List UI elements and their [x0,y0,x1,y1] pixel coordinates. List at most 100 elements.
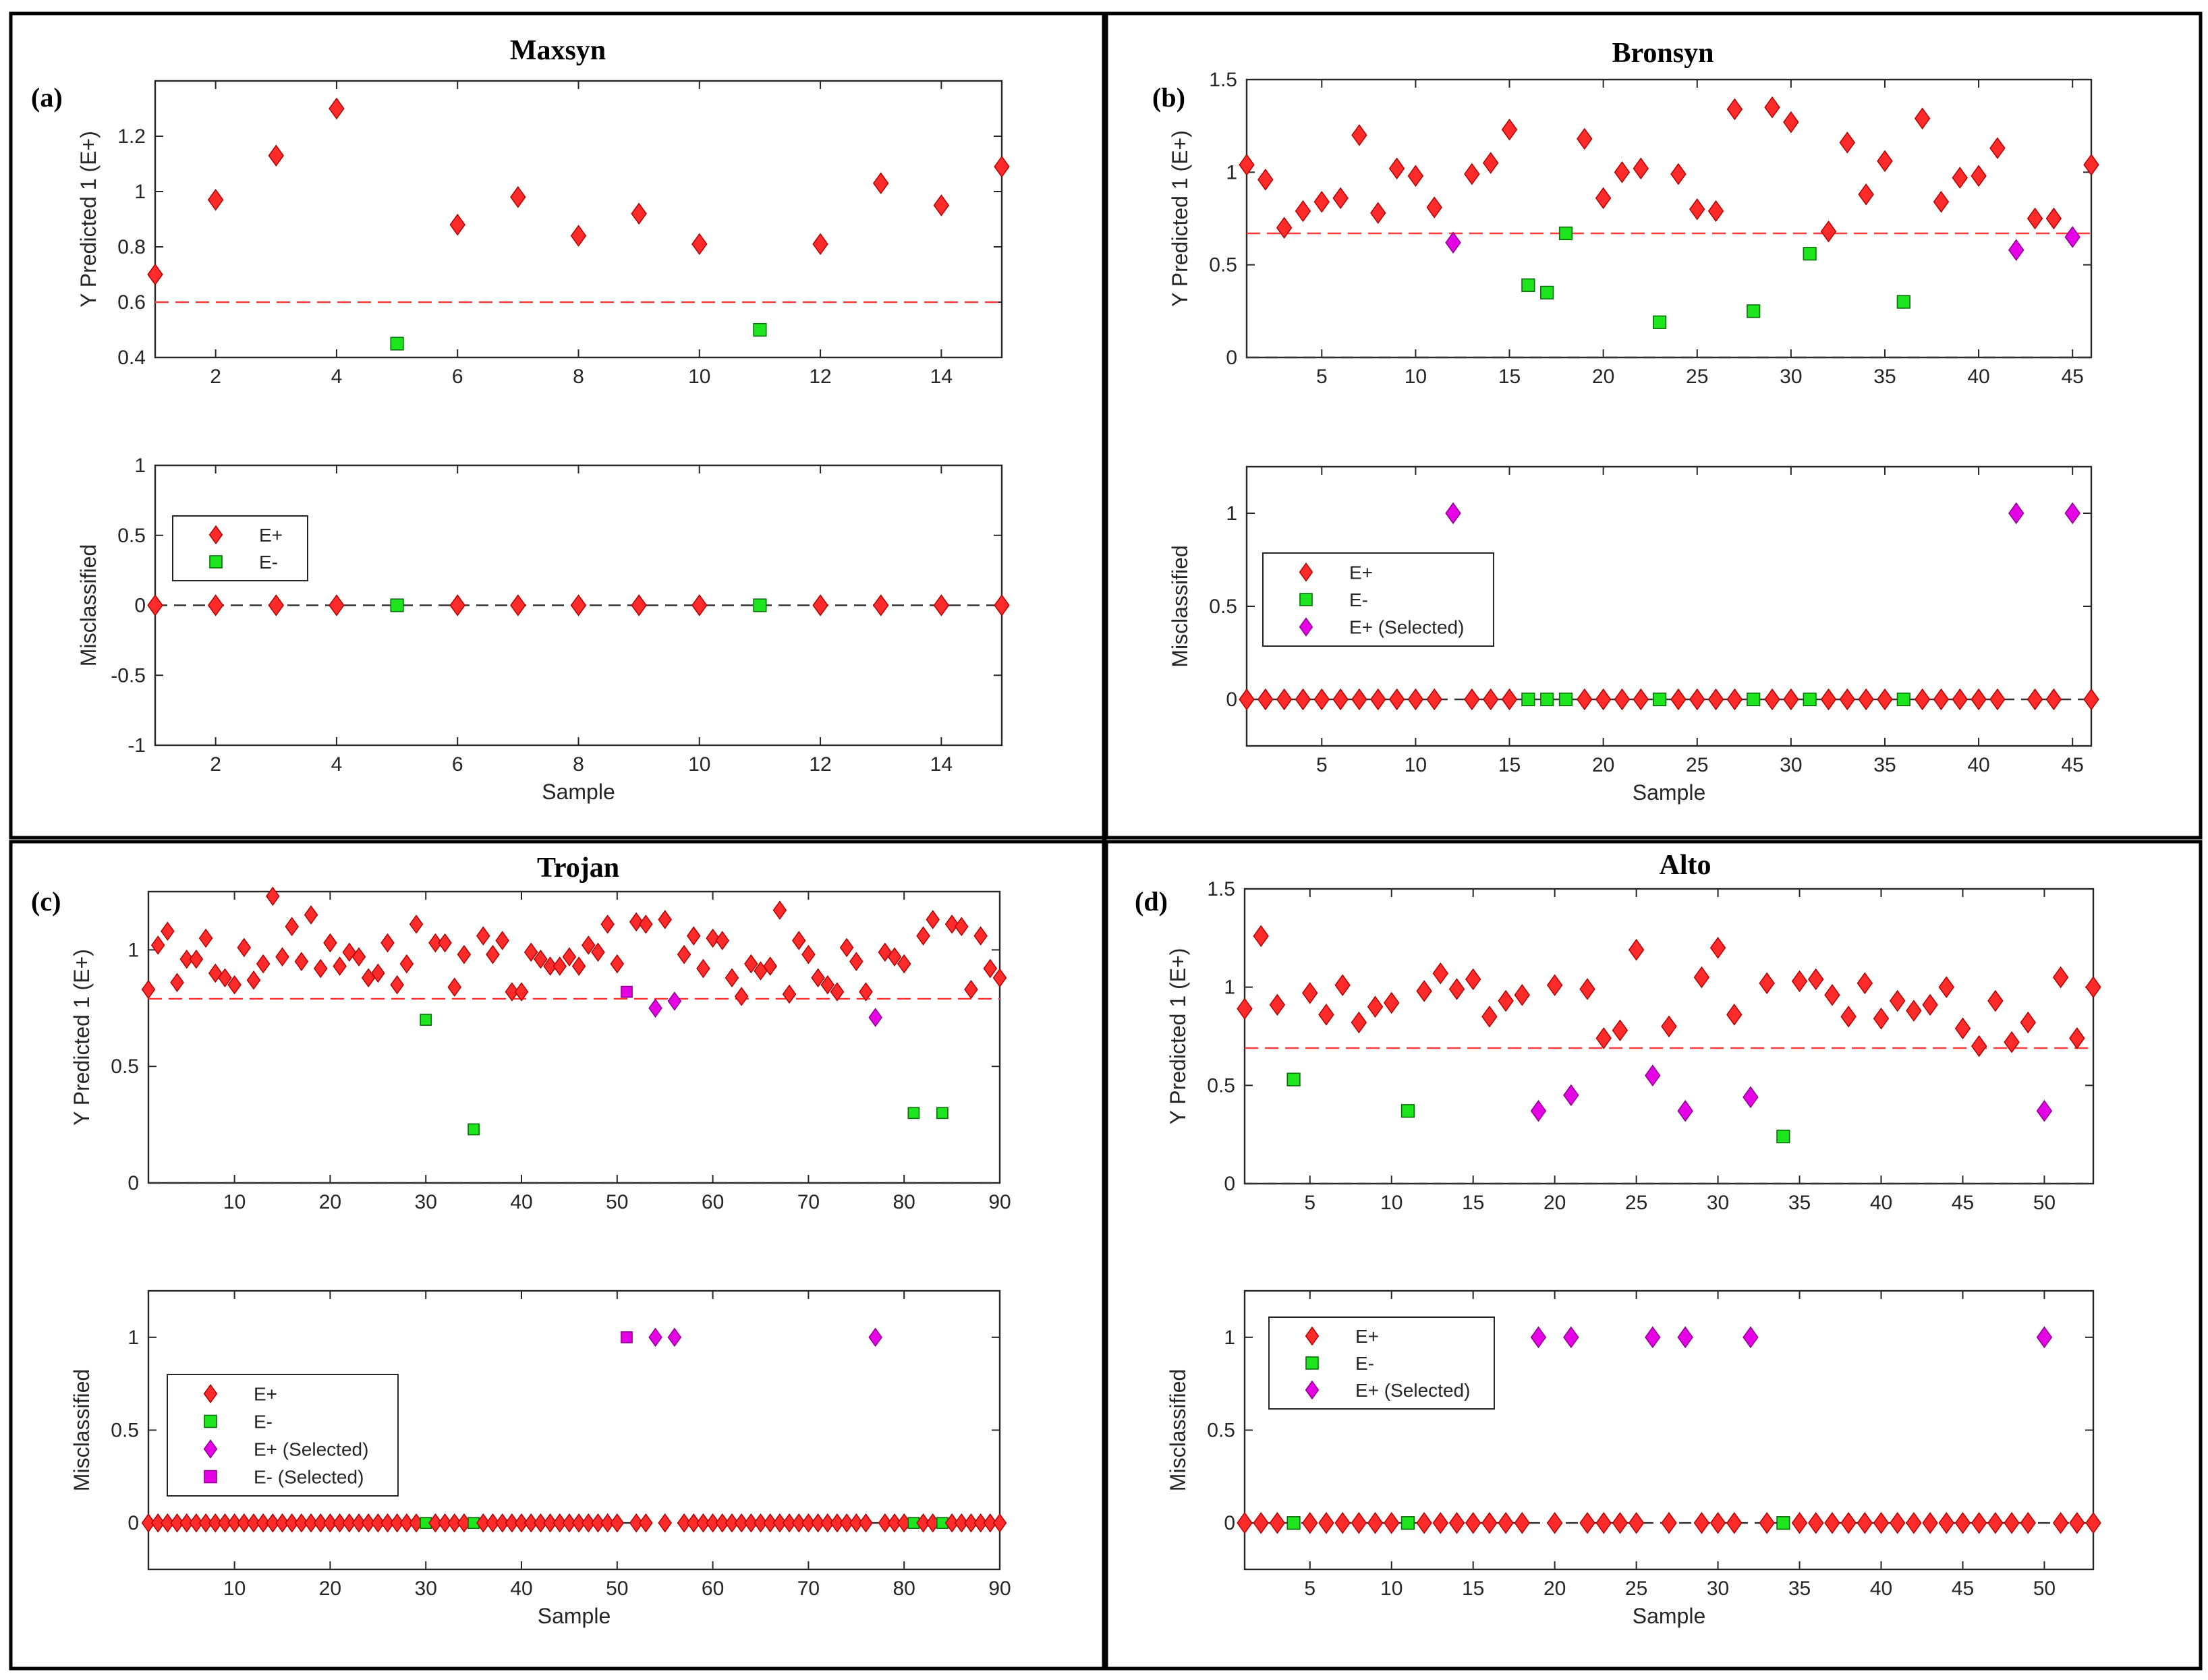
point-e-plus-18 [1514,984,1530,1006]
point-e-plus-40 [514,982,529,1002]
point-e-plus-21 [1614,161,1631,183]
point-e-plus-34 [1858,183,1874,206]
x-tick-label: 25 [1686,366,1708,388]
point-e-minus-23 [1652,315,1667,329]
x-tick-label: 15 [1498,754,1521,776]
y-tick-label: 1 [128,939,139,961]
mis-e-minus-18 [1558,692,1573,707]
point-e-plus-49 [600,915,615,934]
mis-e-plus-selected-32 [1743,1326,1759,1349]
x-tick-label: 15 [1462,1192,1484,1214]
point-e-plus-10 [227,975,242,995]
mis-e-plus-2 [1253,1511,1269,1534]
mis-e-plus-43 [1922,1511,1938,1534]
point-e-minus-4 [1286,1072,1301,1087]
mis-e-plus-55 [658,1513,672,1533]
x-tick-label: 40 [1967,754,1989,776]
x-axis-label: Sample [1633,780,1706,805]
y-axis-label: Y Predicted 1 (E+) [69,949,94,1126]
point-e-plus-73 [830,982,845,1002]
y-tick-label: 1 [134,181,146,203]
point-e-plus-74 [839,937,854,958]
legend-marker-1 [204,1414,217,1428]
mis-e-plus-selected-26 [1645,1326,1661,1349]
point-e-plus-27 [390,975,404,995]
mis-e-plus-selected-50 [2036,1326,2053,1349]
point-e-plus-28 [399,954,414,974]
point-e-plus-24 [1612,1019,1629,1042]
mis-e-plus-15 [1501,688,1518,711]
point-e-plus-48 [591,942,605,962]
point-e-minus-28 [1747,304,1761,318]
mis-e-plus-87 [964,1513,978,1533]
mis-e-plus-46 [2083,688,2099,711]
y-tick-label: -0.5 [111,664,146,687]
mis-e-plus-21 [1614,688,1631,711]
x-tick-label: 30 [415,1577,437,1600]
mis-e-plus-19 [313,1513,328,1533]
point-e-minus-81 [907,1107,920,1120]
mis-e-plus-53 [2085,1511,2101,1534]
point-e-plus-46 [571,956,586,976]
point-e-plus-15 [1501,118,1518,141]
point-e-plus-1 [1239,154,1255,176]
x-tick-label: 12 [809,753,831,776]
point-e-plus-4 [329,97,345,120]
point-e-plus-29 [1764,96,1780,119]
mis-e-plus-1 [1239,688,1255,711]
mis-e-plus-20 [323,1513,337,1533]
mis-e-plus-46 [571,1513,586,1533]
point-e-plus-13 [872,172,889,194]
mis-e-plus-39 [505,1513,519,1533]
point-e-plus-60 [706,928,720,948]
point-e-plus-selected-26 [1645,1064,1661,1087]
x-tick-label: 60 [702,1577,724,1600]
mis-e-plus-63 [734,1513,749,1533]
point-e-plus-12 [246,971,261,990]
mis-e-plus-6 [189,1513,204,1533]
mis-e-plus-selected-21 [1563,1326,1579,1349]
point-e-plus-85 [944,915,959,934]
x-tick-label: 90 [988,1191,1011,1213]
point-e-plus-38 [1840,1006,1857,1028]
mis-e-plus-42 [534,1513,548,1533]
legend-marker-2 [203,1439,218,1459]
panel-label: (b) [1152,82,1185,113]
x-tick-label: 10 [1380,1192,1403,1214]
y-tick-label: 1 [1224,1327,1235,1349]
point-e-plus-3 [1276,216,1293,239]
chart-title: Maxsyn [510,35,606,66]
point-e-plus-31 [428,933,443,953]
point-e-plus-25 [1689,198,1705,221]
point-e-plus-51 [2052,966,2069,989]
point-e-plus-31 [1726,1004,1743,1026]
mis-e-plus-35 [1877,688,1893,711]
mis-e-plus-36 [1808,1511,1824,1534]
mis-e-plus-47 [1987,1511,2004,1534]
y-tick-label: 0.6 [117,291,146,314]
mis-e-plus-11 [1426,688,1442,711]
x-tick-label: 40 [510,1191,532,1213]
mis-e-plus-6 [449,594,465,616]
mis-e-plus-7 [1334,1511,1351,1534]
point-e-plus-63 [734,987,749,1006]
mis-e-plus-5 [1302,1511,1318,1534]
point-e-plus-25 [371,963,385,983]
mis-e-plus-30 [1709,1511,1726,1534]
mis-e-plus-selected-45 [2064,502,2080,525]
mis-e-plus-89 [983,1513,998,1533]
mis-e-plus-21 [333,1513,347,1533]
x-tick-label: 60 [702,1191,724,1213]
point-e-plus-6 [449,213,465,236]
x-tick-label: 4 [331,366,343,388]
mis-e-plus-44 [553,1513,567,1533]
point-e-plus-52 [2069,1027,2085,1049]
mis-e-plus-9 [1367,1511,1384,1534]
x-tick-label: 20 [319,1191,341,1213]
mis-e-plus-10 [1407,688,1424,711]
point-e-plus-80 [897,954,911,974]
mis-e-minus-4 [1286,1516,1301,1530]
mis-e-plus-selected-12 [1445,502,1461,525]
point-e-plus-32 [1820,220,1837,243]
mis-e-plus-18 [304,1513,318,1533]
